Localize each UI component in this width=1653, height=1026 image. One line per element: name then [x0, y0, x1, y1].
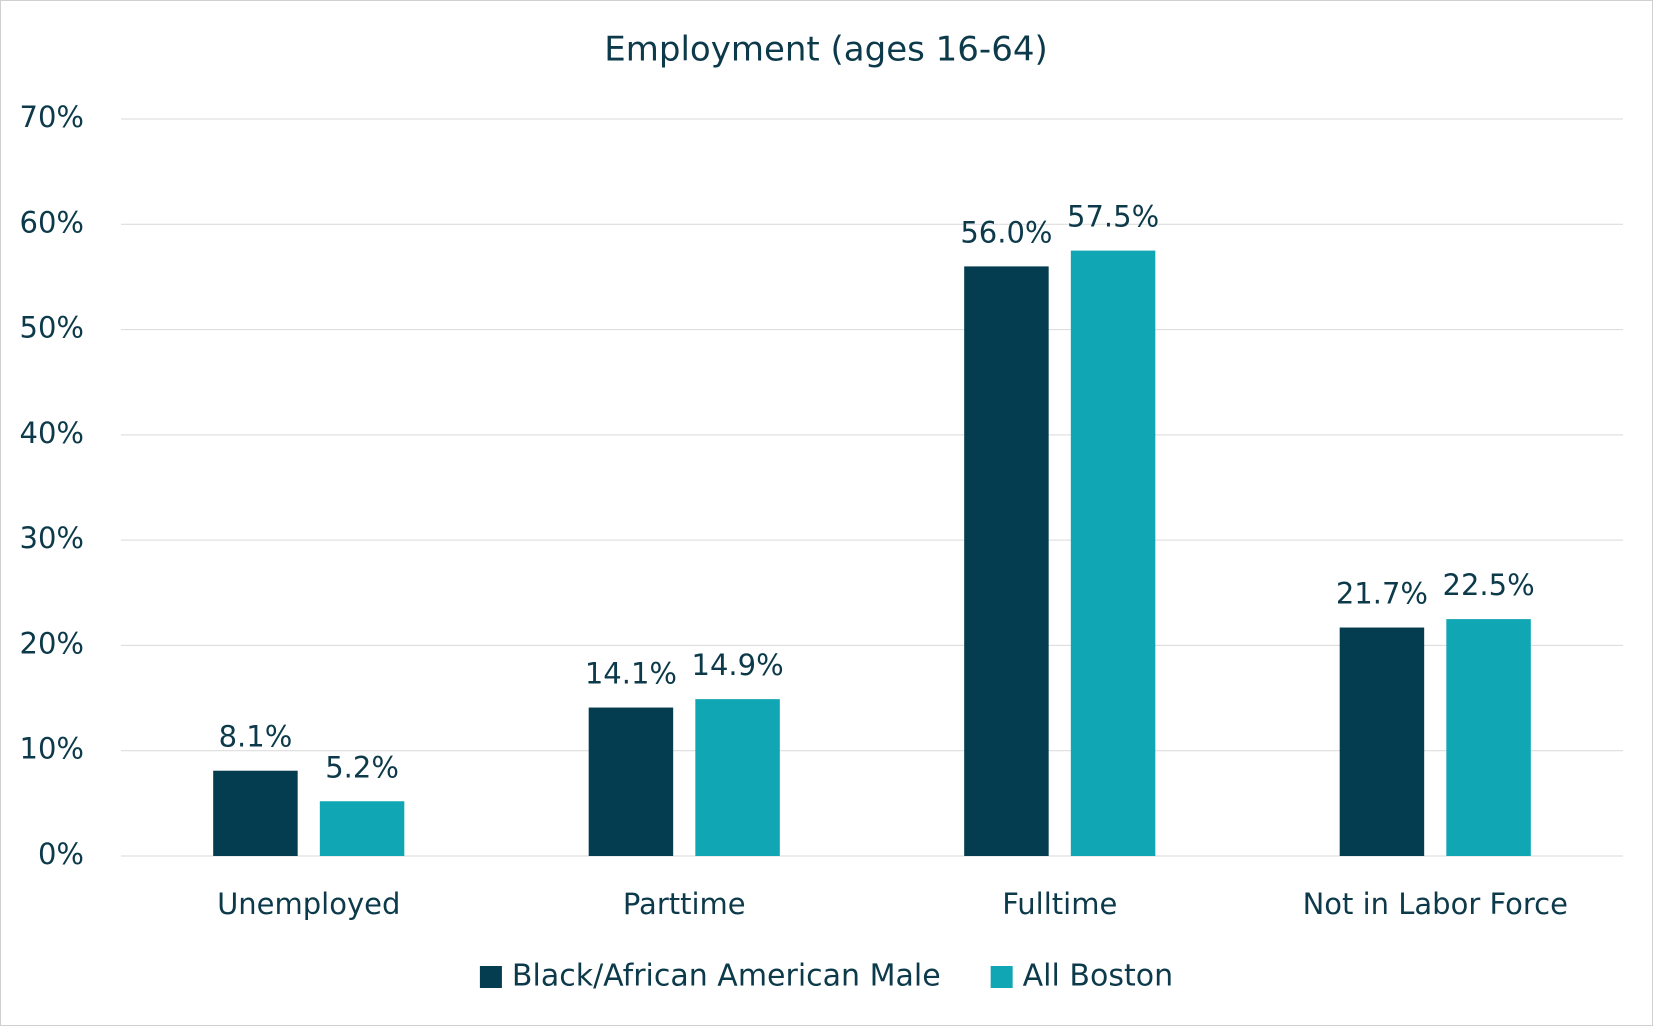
data-label: 14.1%: [585, 657, 677, 691]
bar: [964, 266, 1049, 856]
y-tick-label: 30%: [20, 521, 84, 555]
y-tick-label: 20%: [20, 626, 84, 660]
y-tick-label: 50%: [20, 311, 84, 345]
bar: [319, 801, 405, 856]
bar: [588, 707, 674, 856]
y-tick-label: 70%: [20, 100, 84, 134]
legend-swatch: [990, 966, 1013, 988]
data-label: 22.5%: [1443, 568, 1535, 602]
bar: [213, 770, 298, 856]
x-tick-label: Fulltime: [1002, 887, 1117, 921]
chart-title: Employment (ages 16-64): [604, 30, 1047, 70]
bar: [695, 699, 780, 856]
y-tick-label: 60%: [20, 205, 84, 239]
data-label: 56.0%: [960, 215, 1052, 249]
x-tick-label: Unemployed: [217, 887, 400, 921]
x-tick-label: Parttime: [623, 887, 746, 921]
data-label: 8.1%: [219, 720, 293, 754]
y-tick-label: 10%: [20, 732, 84, 766]
legend-label: All Boston: [1023, 959, 1173, 994]
bar: [1070, 250, 1156, 856]
x-tick-label: Not in Labor Force: [1303, 887, 1568, 921]
y-tick-label: 0%: [38, 837, 84, 871]
data-label: 57.5%: [1067, 200, 1159, 234]
legend-swatch: [479, 966, 502, 988]
y-tick-label: 40%: [20, 416, 84, 450]
data-label: 21.7%: [1336, 577, 1428, 611]
data-label: 5.2%: [325, 750, 399, 784]
data-label: 14.9%: [692, 648, 784, 682]
bar: [1446, 619, 1531, 856]
legend-label: Black/African American Male: [512, 959, 941, 994]
bar: [1339, 627, 1425, 856]
